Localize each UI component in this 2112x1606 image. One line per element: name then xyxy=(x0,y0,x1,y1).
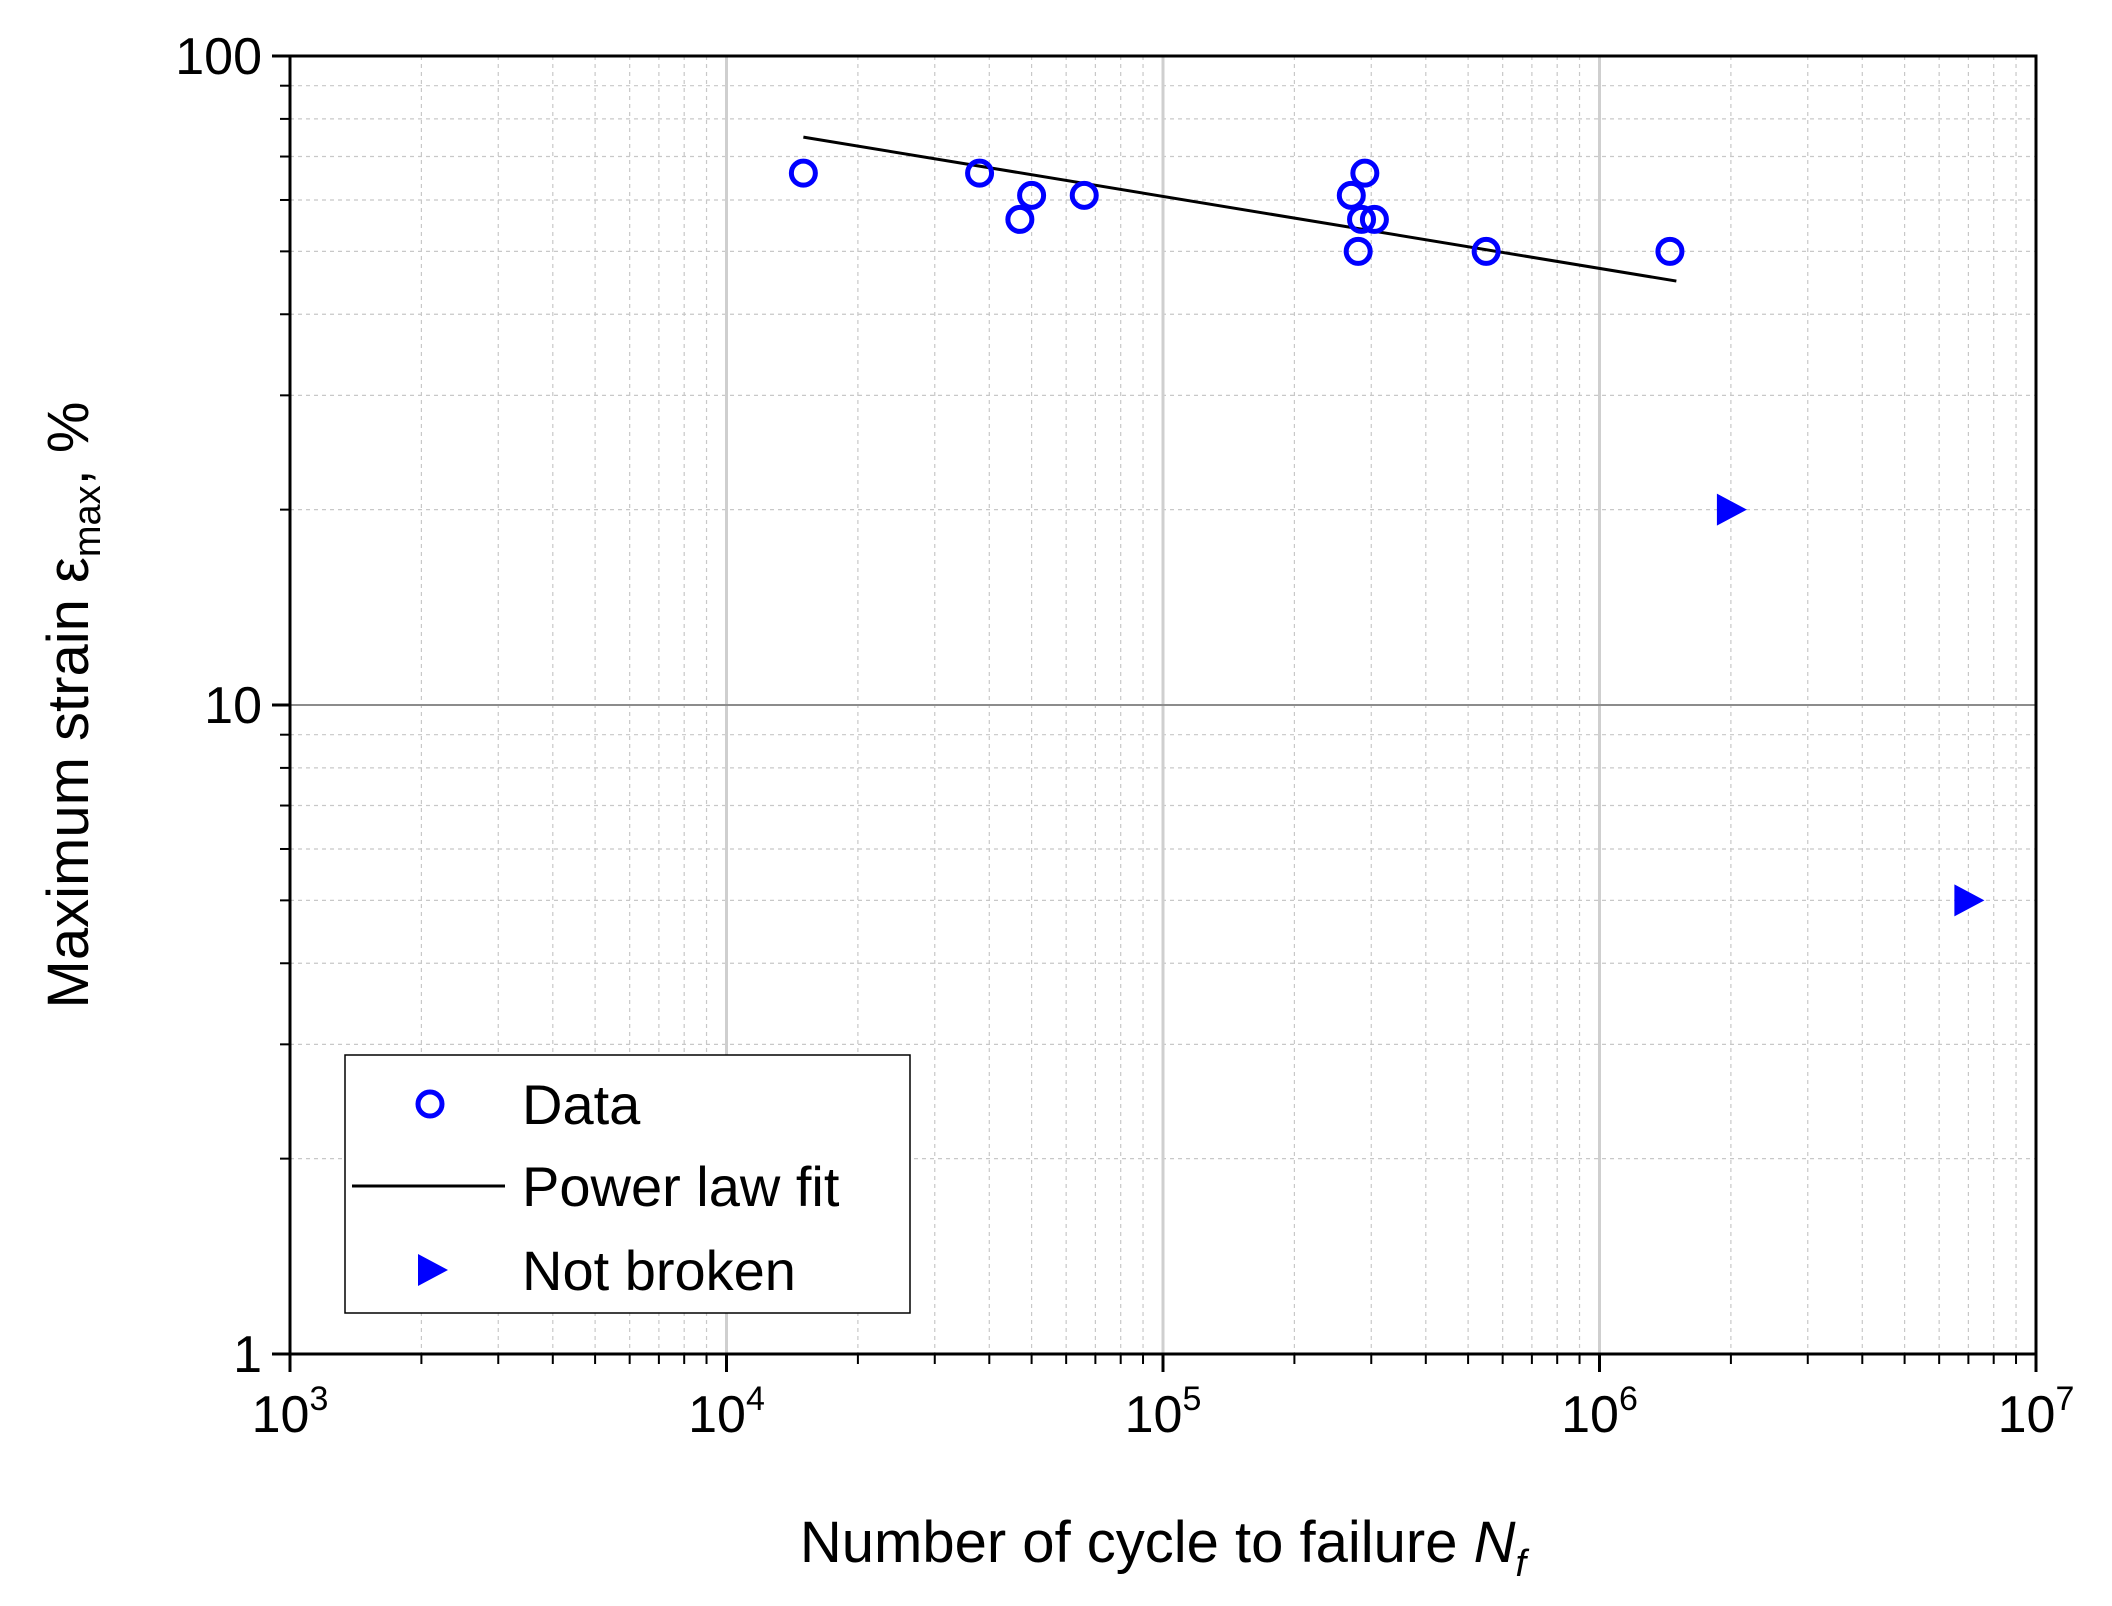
data-point xyxy=(1350,158,1380,188)
x-tick-labels: 103 104 105 106 107 xyxy=(252,1380,2075,1444)
data-point xyxy=(788,158,818,188)
not-broken-point xyxy=(1954,884,1985,917)
x-tick-label: 105 xyxy=(1125,1380,1202,1444)
data-point xyxy=(1069,180,1099,210)
legend-data-marker xyxy=(415,1089,445,1119)
fit-line-layer xyxy=(803,135,1677,283)
y-tick-labels: 1 10 100 xyxy=(175,28,262,1384)
axis-ticks xyxy=(272,54,2038,1372)
x-axis-title: Number of cycle to failure Nf xyxy=(800,1510,1530,1585)
data-point xyxy=(1655,236,1685,266)
data-point xyxy=(1005,204,1035,234)
legend-not-broken-marker xyxy=(418,1254,448,1286)
data-point xyxy=(1017,180,1047,210)
data-point xyxy=(1347,204,1377,234)
data-point xyxy=(1343,236,1373,266)
data-point xyxy=(965,158,995,188)
data-point xyxy=(1336,180,1366,210)
legend-fit-label: Power law fit xyxy=(522,1155,840,1218)
data-points-layer xyxy=(788,158,1985,917)
data-point xyxy=(1359,204,1389,234)
legend-not-broken-label: Not broken xyxy=(522,1239,796,1302)
y-tick-label: 10 xyxy=(204,677,262,735)
x-tick-label: 103 xyxy=(252,1380,329,1444)
power-law-fit-line xyxy=(803,135,1677,283)
x-tick-label: 106 xyxy=(1561,1380,1638,1444)
x-tick-label: 107 xyxy=(1998,1380,2075,1444)
y-tick-label: 100 xyxy=(175,28,262,86)
data-point xyxy=(1471,236,1501,266)
legend: Data Power law fit Not broken xyxy=(344,1054,911,1314)
legend-data-label: Data xyxy=(522,1073,641,1136)
y-tick-label: 1 xyxy=(233,1326,262,1384)
not-broken-point xyxy=(1716,493,1747,526)
y-axis-title: Maximum strain εmax, % xyxy=(36,402,109,1009)
x-tick-label: 104 xyxy=(688,1380,765,1444)
